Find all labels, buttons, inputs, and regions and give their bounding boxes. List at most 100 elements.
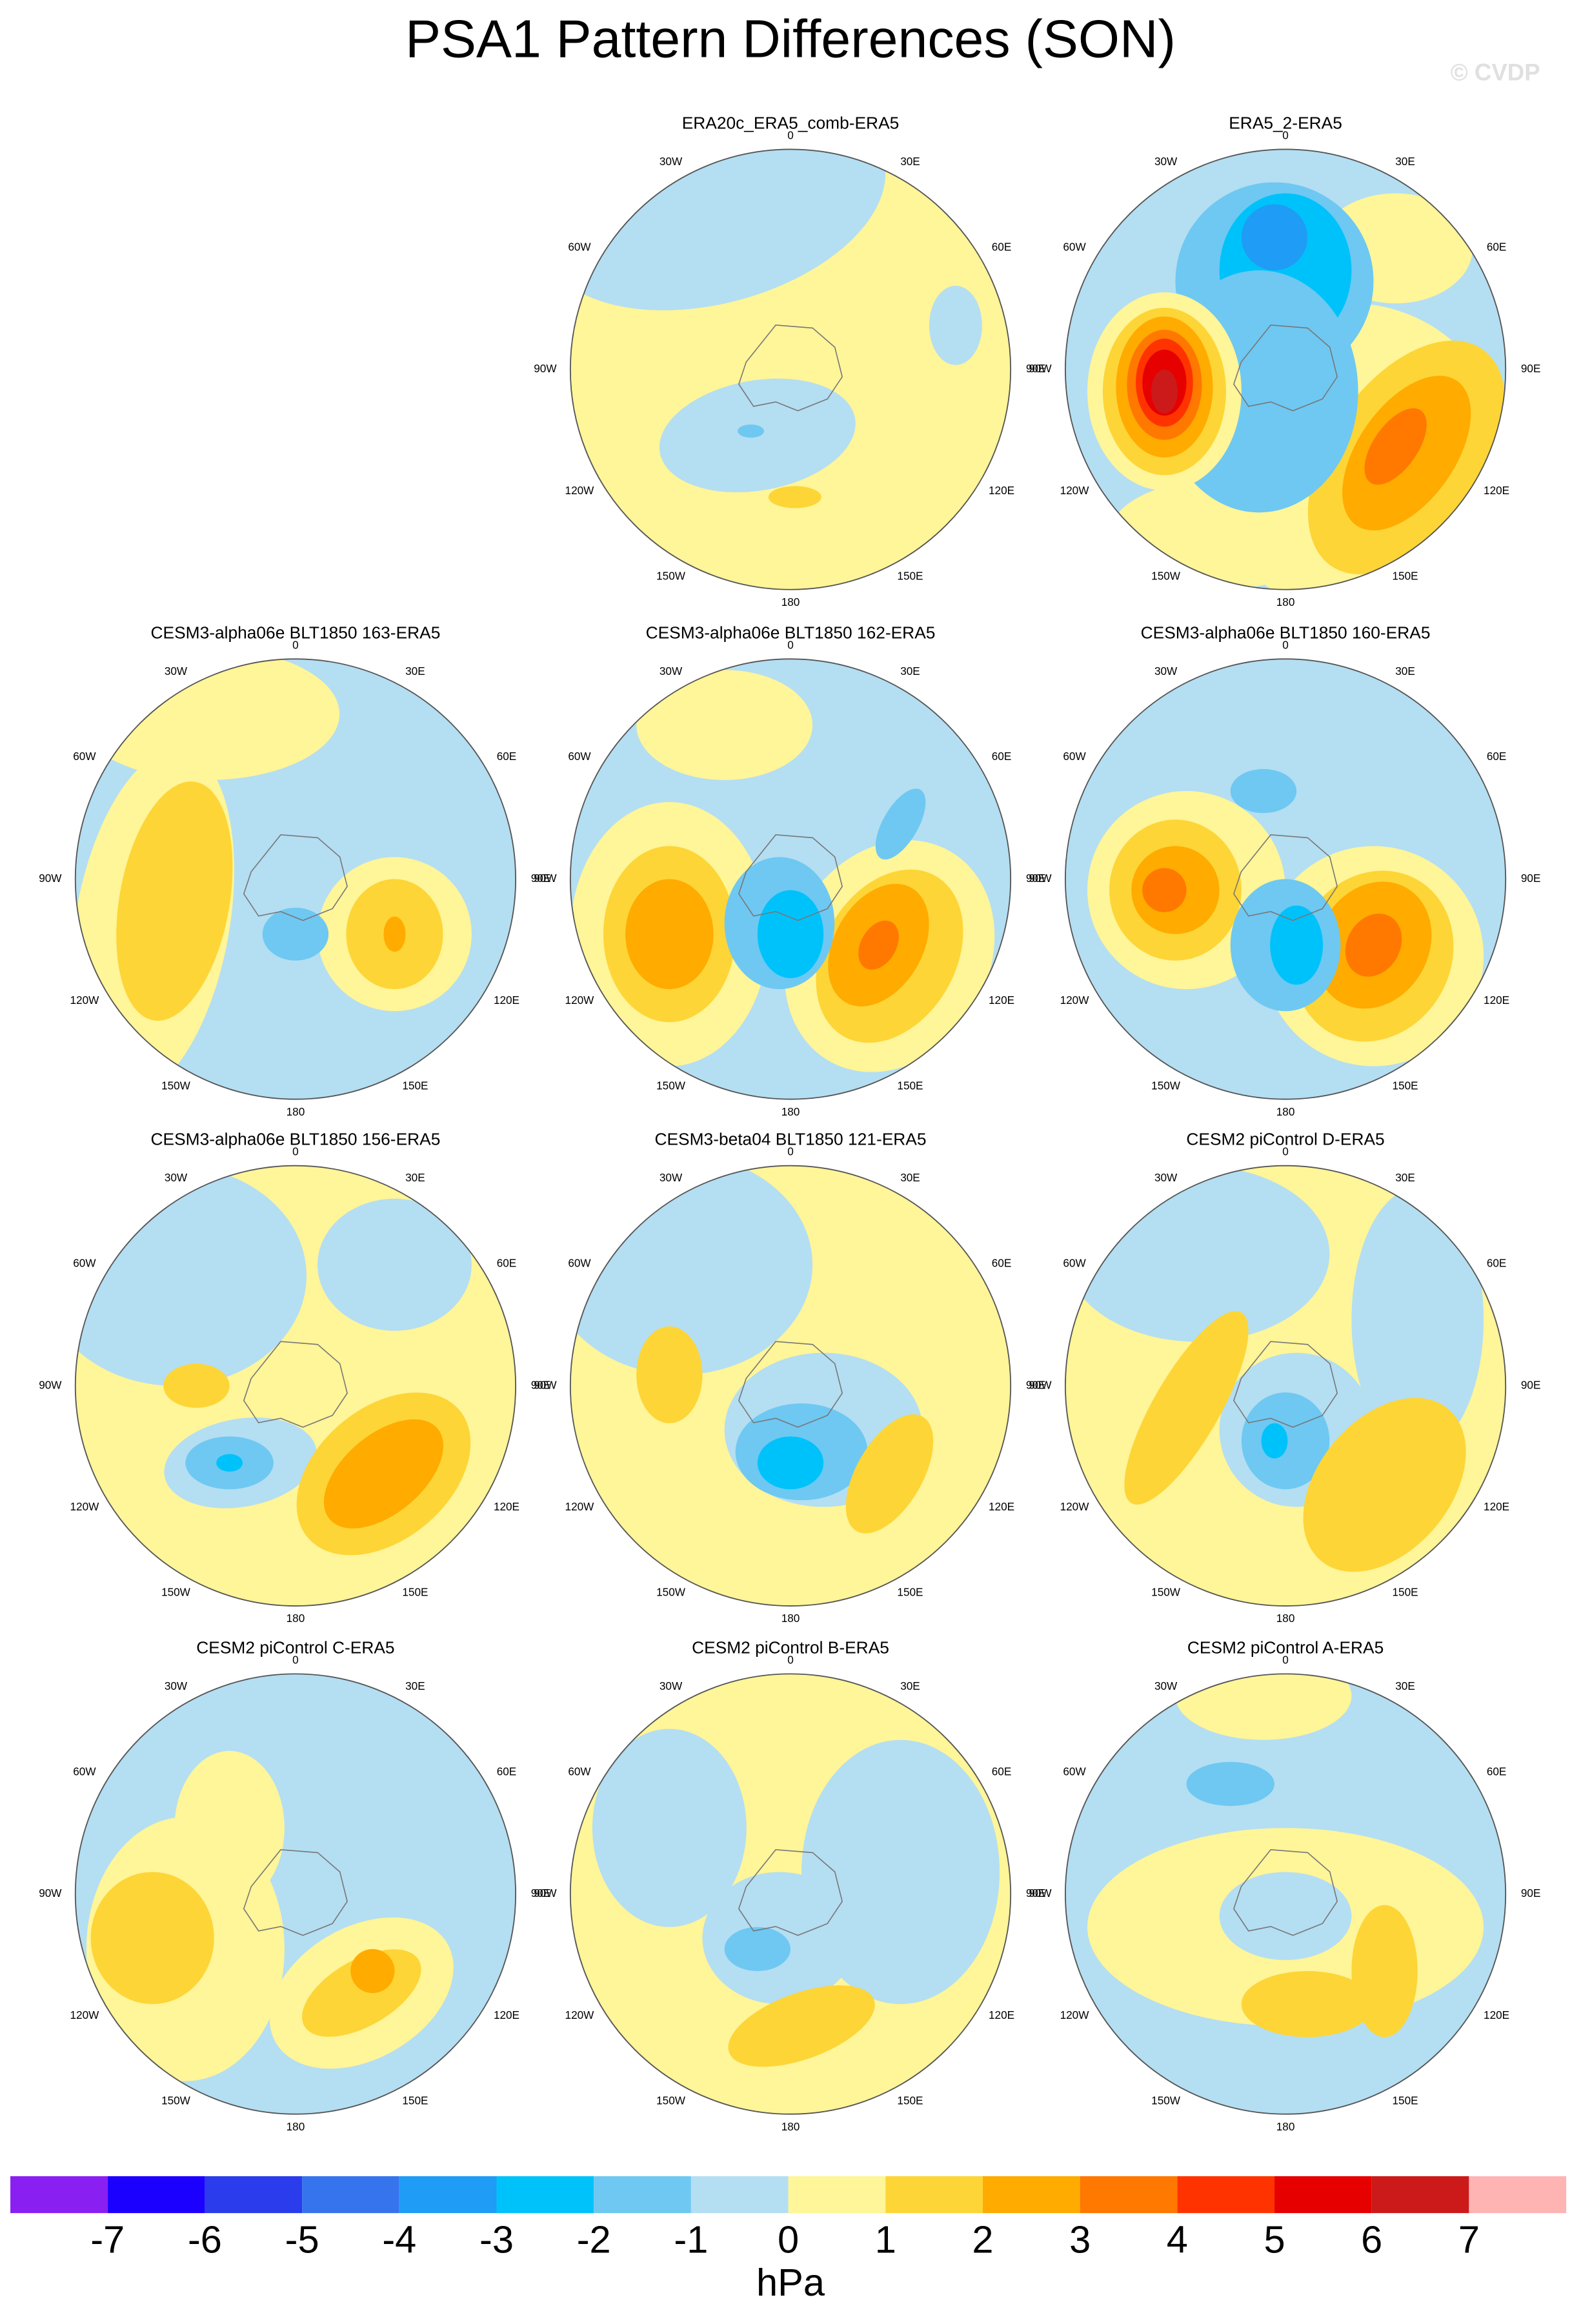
- panel: [570, 659, 1011, 1099]
- contour-region: [757, 1436, 824, 1490]
- panel-border: [1064, 1165, 1507, 1607]
- contour-region: [636, 1326, 703, 1423]
- longitude-label: 150W: [161, 1586, 191, 1599]
- longitude-label: 150E: [897, 1586, 923, 1599]
- longitude-label: 90E: [1026, 1887, 1046, 1899]
- colorbar-units: hPa: [756, 2261, 825, 2304]
- longitude-label: 90E: [531, 872, 551, 885]
- panel-border: [74, 1673, 517, 2115]
- longitude-label: 60E: [992, 1257, 1012, 1270]
- contour-region: [1186, 1761, 1274, 1807]
- longitude-label: 150E: [1392, 2094, 1418, 2107]
- longitude-label: 90W: [534, 872, 557, 885]
- longitude-label: 30E: [405, 665, 425, 677]
- longitude-label: 150W: [1151, 1586, 1181, 1599]
- longitude-label: 90E: [1521, 1378, 1541, 1391]
- longitude-label: 120E: [989, 484, 1014, 497]
- contour-region: [728, 1985, 875, 2067]
- longitude-label: 150W: [656, 1079, 686, 1092]
- longitude-label: 90W: [1029, 1887, 1052, 1899]
- longitude-label: 120E: [494, 1500, 519, 1513]
- longitude-label: 180: [1276, 2120, 1295, 2133]
- contour-region: [90, 1872, 214, 2005]
- longitude-label: 0: [787, 128, 794, 141]
- longitude-label: 30E: [900, 155, 920, 168]
- contour-region: [323, 1419, 443, 1528]
- longitude-label: 90E: [1521, 362, 1541, 375]
- longitude-label: 30W: [660, 1171, 683, 1184]
- longitude-label: 30W: [660, 665, 683, 677]
- colorbar-box: [788, 2176, 886, 2214]
- longitude-label: 30E: [1395, 1171, 1415, 1184]
- longitude-label: 120W: [565, 484, 595, 497]
- longitude-label: 90E: [1521, 872, 1541, 885]
- contour-region: [1175, 1674, 1352, 1740]
- colorbar-label: 5: [1264, 2218, 1285, 2261]
- panel-border: [1064, 658, 1507, 1100]
- longitude-label: 90W: [39, 872, 62, 885]
- longitude-label: 150E: [402, 2094, 428, 2107]
- longitude-label: 150E: [1392, 1586, 1418, 1599]
- longitude-label: 0: [292, 1653, 299, 1666]
- coastline: [1233, 1849, 1338, 1936]
- panel-border: [74, 1165, 517, 1607]
- longitude-label: 30W: [1154, 665, 1178, 677]
- contour-region: [1270, 905, 1324, 985]
- coastline: [738, 834, 843, 921]
- longitude-label: 180: [287, 2120, 305, 2133]
- watermark: © CVDP: [1451, 59, 1540, 85]
- contour-region: [75, 1165, 307, 1386]
- coastline: [738, 325, 843, 412]
- longitude-label: 90W: [534, 362, 557, 375]
- longitude-label: 90W: [1029, 872, 1052, 885]
- longitude-label: 180: [1276, 596, 1295, 608]
- longitude-label: 60E: [992, 240, 1012, 253]
- colorbar-label: 0: [778, 2218, 799, 2261]
- colorbar-label: -5: [285, 2218, 319, 2261]
- panel-title: CESM3-alpha06e BLT1850 156-ERA5: [151, 1130, 441, 1149]
- contour-region: [163, 1363, 230, 1408]
- longitude-label: 120W: [1060, 994, 1090, 1007]
- longitude-label: 30E: [1395, 1679, 1415, 1692]
- contour-region: [1364, 408, 1427, 485]
- colorbar-label: -6: [188, 2218, 222, 2261]
- longitude-label: 60W: [568, 1765, 591, 1778]
- panel-border: [74, 658, 517, 1100]
- contour-region: [929, 285, 982, 365]
- longitude-label: 60E: [992, 750, 1012, 763]
- longitude-label: 120E: [1484, 484, 1509, 497]
- contour-region: [174, 1750, 285, 1905]
- contour-region: [216, 1454, 243, 1472]
- longitude-label: 90E: [531, 1378, 551, 1391]
- colorbar-box: [690, 2176, 789, 2214]
- coastline: [1233, 1341, 1338, 1428]
- longitude-label: 150E: [897, 2094, 923, 2107]
- panel: [1065, 149, 1506, 590]
- contour-region: [702, 1674, 923, 1751]
- contour-region: [845, 1414, 934, 1534]
- longitude-label: 0: [1282, 1653, 1289, 1666]
- panel-title: CESM2 piControl C-ERA5: [196, 1638, 394, 1657]
- colorbar-label: -1: [674, 2218, 708, 2261]
- longitude-label: 150W: [1151, 2094, 1181, 2107]
- colorbar-box: [1371, 2176, 1469, 2214]
- longitude-label: 30E: [1395, 665, 1415, 677]
- contour-region: [1241, 204, 1308, 271]
- panel-title: CESM3-beta04 BLT1850 121-ERA5: [654, 1130, 926, 1149]
- contour-region: [625, 879, 714, 990]
- panel-border: [569, 1673, 1012, 2115]
- contour-region: [262, 907, 329, 961]
- longitude-label: 30E: [900, 665, 920, 677]
- panel: [75, 659, 516, 1099]
- longitude-label: 30E: [405, 1171, 425, 1184]
- panel: [1065, 1165, 1506, 1607]
- colorbar-box: [982, 2176, 1080, 2214]
- panel: [1065, 1674, 1506, 2114]
- longitude-label: 0: [1282, 1145, 1289, 1158]
- longitude-label: 90E: [1026, 1378, 1046, 1391]
- longitude-label: 0: [787, 1145, 794, 1158]
- contour-region: [757, 890, 824, 979]
- contour-region: [1261, 1423, 1288, 1459]
- longitude-label: 30W: [660, 1679, 683, 1692]
